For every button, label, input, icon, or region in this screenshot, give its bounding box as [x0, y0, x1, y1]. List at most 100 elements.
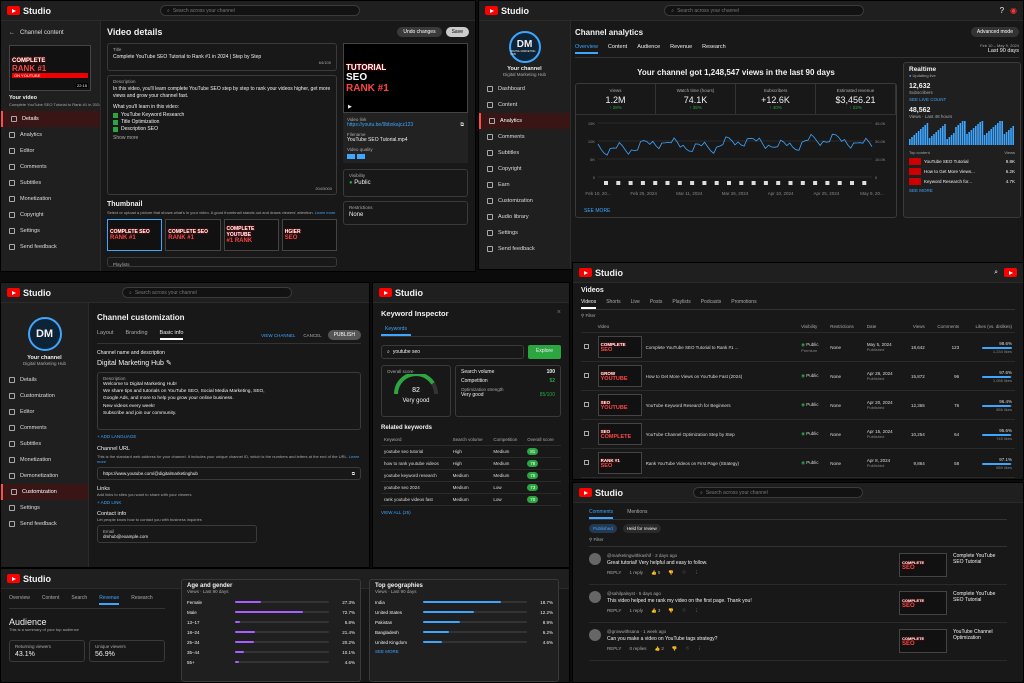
row-checkbox[interactable]	[584, 344, 589, 349]
back-link[interactable]: ← Channel content	[9, 30, 64, 36]
stat-card[interactable]: Subscribers +12.6K ↑ 40%	[736, 84, 816, 114]
see-more-link[interactable]: SEE MORE	[375, 649, 399, 654]
video-thumbnail[interactable]: COMPLETE RANK #1 ON YOUTUBE 22:15	[9, 45, 91, 91]
playlists-field[interactable]: Playlists	[107, 257, 337, 267]
tab-basic-info[interactable]: Basic info	[159, 330, 184, 340]
tab-search[interactable]: Search	[71, 595, 88, 601]
sidebar-item-subtitles[interactable]: Subtitles	[479, 145, 570, 161]
channel-name-field[interactable]: Digital Marketing Hub	[97, 360, 164, 367]
sidebar-item-send-feedback[interactable]: Send feedback	[479, 241, 570, 257]
sidebar-item-copyright[interactable]: Copyright	[479, 161, 570, 177]
sidebar-item-customization[interactable]: Customization	[479, 193, 570, 209]
like-button[interactable]: 👍 5	[650, 570, 661, 575]
add-language-button[interactable]: + ADD LANGUAGE	[97, 434, 137, 439]
studio-logo[interactable]: Studio	[485, 6, 529, 16]
sidebar-item-customization[interactable]: Customization	[1, 388, 88, 404]
replies-toggle[interactable]: 1 reply	[629, 570, 643, 575]
sidebar-item-customization[interactable]: Customization	[1, 484, 88, 500]
thumbs-down-icon[interactable]: 👎	[668, 570, 674, 575]
keyword-search-input[interactable]: ⌕ youtube seo	[381, 345, 525, 359]
video-thumbnail[interactable]: COMPLETE SEO	[899, 591, 947, 615]
edit-icon[interactable]: ✎	[165, 360, 172, 367]
close-icon[interactable]: ×	[556, 309, 561, 316]
video-thumbnail[interactable]: COMPLETE SEO	[597, 336, 642, 358]
sidebar-item-subtitles[interactable]: Subtitles	[1, 436, 88, 452]
video-row[interactable]: RANK #1 SEO Rank YouTube Videos on First P…	[581, 448, 1015, 478]
channel-description-field[interactable]: Description Welcome to Digital Marketing…	[97, 372, 361, 430]
thumbnail-option[interactable]: COMPLETE YOUTUBE #1 RANK	[223, 219, 279, 251]
view-channel-button[interactable]: VIEW CHANNEL	[261, 332, 296, 338]
stat-card[interactable]: Estimated revenue $3,456.21 ↑ 22%	[816, 84, 896, 114]
top-content-item[interactable]: Keyword Research for... 4.7K	[909, 178, 1015, 185]
video-thumbnail[interactable]: SEO YOUTUBE	[597, 394, 642, 416]
sidebar-item-subtitles[interactable]: Subtitles	[1, 175, 100, 191]
tab-branding[interactable]: Branding	[125, 330, 148, 336]
tab-overview[interactable]: Overview	[9, 595, 30, 601]
tab-research[interactable]: Research	[702, 43, 726, 50]
thumbnail-option[interactable]: COMPLETE SEO RANK #1	[165, 219, 221, 251]
video-row[interactable]: SEO COMPLETE YouTube Channel Optimization …	[581, 419, 1015, 449]
top-content-item[interactable]: YouTube SEO Tutorial 9.8K	[909, 158, 1015, 165]
sidebar-item-settings[interactable]: Settings	[1, 500, 88, 516]
tab-revenue[interactable]: Revenue	[99, 595, 120, 605]
realtime-see-more-link[interactable]: SEE MORE	[909, 188, 933, 193]
sidebar-item-monetization[interactable]: Monetization	[1, 452, 88, 468]
tab-promotions[interactable]: Promotions	[731, 299, 757, 305]
replies-toggle[interactable]: 0 replies	[629, 646, 647, 651]
filter-input[interactable]: ⚲ Filter	[589, 537, 1007, 547]
search-input[interactable]: ⌕ Search across your channel	[664, 5, 865, 16]
video-thumbnail[interactable]: COMPLETE SEO	[899, 553, 947, 577]
undo-changes-button[interactable]: Undo changes	[397, 27, 442, 37]
thumbs-down-icon[interactable]: 👎	[671, 646, 678, 651]
views-line-chart[interactable]: 15K 45.0K 10K 30.0K 5K 15.0K 0 0 Feb 10, 20... Fe…	[576, 115, 896, 205]
tab-audience[interactable]: Audience	[637, 43, 661, 50]
publish-button[interactable]: PUBLISH	[327, 330, 361, 340]
tab-keywords[interactable]: Keywords	[381, 324, 411, 336]
video-thumbnail[interactable]: COMPLETE SEO	[899, 629, 947, 653]
tab-podcasts[interactable]: Podcasts	[700, 299, 722, 305]
video-thumbnail[interactable]: GROW YOUTUBE	[597, 365, 642, 387]
keyword-row[interactable]: youtube seo 2024 Medium Low 73	[381, 481, 561, 494]
sidebar-item-settings[interactable]: Settings	[1, 223, 100, 239]
channel-avatar[interactable]: DM	[27, 317, 62, 351]
help-icon[interactable]: ?	[999, 6, 1005, 15]
studio-logo[interactable]: Studio	[579, 488, 623, 498]
sidebar-item-details[interactable]: Details	[1, 111, 100, 127]
add-link-button[interactable]: + ADD LINK	[97, 500, 122, 505]
sidebar-item-comments[interactable]: Comments	[1, 159, 100, 175]
keyword-row[interactable]: rank youtube videos fast Medium Low 70	[381, 493, 561, 506]
row-checkbox[interactable]	[584, 460, 589, 465]
search-input[interactable]: ⌕ Search across your channel	[160, 5, 360, 16]
copy-icon[interactable]: ⧉	[460, 122, 464, 128]
tab-live[interactable]: Live	[630, 299, 640, 305]
heart-icon[interactable]: ♡	[681, 570, 686, 575]
avatar[interactable]	[589, 629, 601, 641]
cancel-button[interactable]: CANCEL	[303, 332, 322, 338]
sidebar-item-content[interactable]: Content	[479, 97, 570, 113]
reply-button[interactable]: REPLY	[607, 570, 622, 575]
keyword-row[interactable]: youtube keyword research Medium Medium 75	[381, 469, 561, 482]
sidebar-item-audio-library[interactable]: Audio library	[479, 209, 570, 225]
keyword-row[interactable]: youtube seo tutorial High Medium 81	[381, 445, 561, 458]
tab-videos[interactable]: Videos	[581, 299, 597, 309]
avatar[interactable]	[589, 591, 601, 603]
sidebar-item-details[interactable]: Details	[1, 372, 88, 388]
tab-overview[interactable]: Overview	[575, 44, 598, 54]
avatar[interactable]	[589, 553, 601, 565]
top-content-item[interactable]: How to Get More Views... 6.2K	[909, 168, 1015, 175]
video-row[interactable]: COMPLETE SEO Complete YouTube SEO Tutorial…	[581, 332, 1015, 362]
tab-shorts[interactable]: Shorts	[606, 299, 621, 305]
save-button[interactable]: Save	[445, 27, 469, 37]
video-thumbnail[interactable]: RANK #1 SEO	[597, 452, 642, 474]
row-checkbox[interactable]	[584, 373, 589, 378]
sidebar-item-send-feedback[interactable]: Send feedback	[1, 516, 88, 532]
show-more-link[interactable]: Show more	[113, 135, 139, 141]
thumbnail-option[interactable]: COMPLETE SEO RANK #1	[107, 219, 163, 251]
restrictions-select[interactable]: Restrictions None	[343, 201, 468, 225]
video-row[interactable]: SEO YOUTUBE YouTube Keyword Research for B…	[581, 390, 1015, 420]
video-thumbnail[interactable]: SEO COMPLETE	[597, 423, 642, 445]
sidebar-item-comments[interactable]: Comments	[479, 129, 570, 145]
record-icon[interactable]: ◉	[1010, 6, 1017, 15]
tab-content[interactable]: Content	[41, 595, 60, 601]
see-live-count-link[interactable]: SEE LIVE COUNT	[909, 97, 947, 102]
